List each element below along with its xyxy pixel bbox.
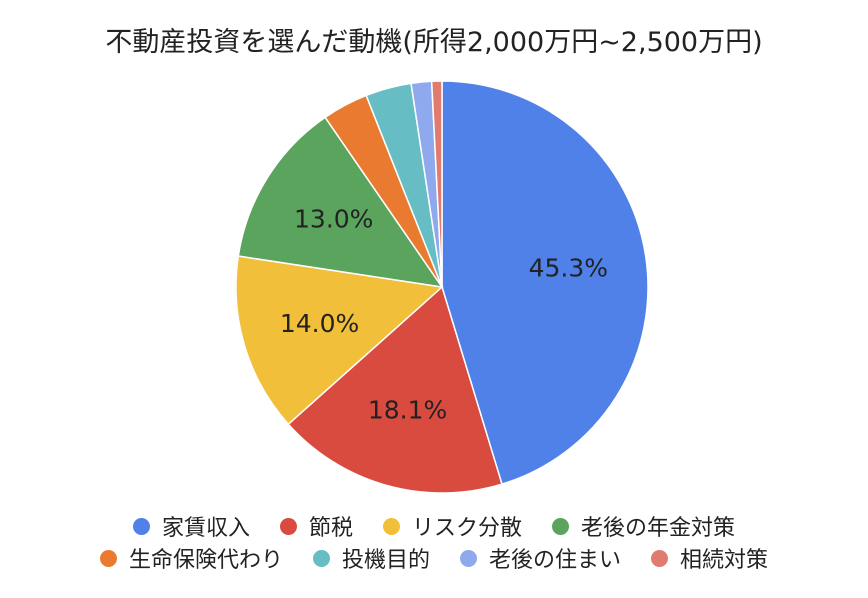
chart-title: 不動産投資を選んだ動機(所得2,000万円~2,500万円) (105, 27, 763, 58)
legend-item[interactable]: 老後の年金対策 (552, 510, 735, 542)
legend-item[interactable]: 節税 (279, 510, 353, 542)
slice-value-label: 45.3% (529, 254, 608, 283)
legend-item[interactable]: 家賃収入 (132, 510, 250, 542)
slice-value-label: 13.0% (294, 205, 373, 234)
legend-item[interactable]: 相続対策 (651, 542, 768, 574)
legend-row: 家賃収入 節税 リスク分散 老後の年金対策 (0, 510, 868, 542)
legend-item[interactable]: 投機目的 (312, 542, 430, 574)
legend-label: 節税 (308, 516, 353, 541)
legend-swatch-icon (651, 549, 669, 567)
legend-swatch-icon (552, 517, 570, 535)
slice-value-label: 14.0% (280, 309, 359, 338)
legend-label: 家賃収入 (161, 516, 250, 541)
pie-slice-7[interactable] (430, 80, 443, 288)
legend-swatch-icon (279, 517, 297, 535)
legend-label: 老後の住まい (489, 548, 622, 573)
legend-swatch-icon (383, 517, 400, 535)
pie-slice-1[interactable] (287, 285, 503, 494)
legend-swatch-icon (99, 549, 117, 567)
legend-swatch-icon (460, 549, 477, 567)
pie-slice-2[interactable] (235, 255, 444, 426)
legend-label: 生命保険代わり (128, 548, 283, 573)
legend-label: リスク分散 (412, 516, 523, 541)
pie-slice-3[interactable] (237, 116, 444, 289)
legend-label: 投機目的 (341, 548, 430, 573)
legend-item[interactable]: リスク分散 (383, 510, 522, 542)
legend-label: 相続対策 (680, 548, 769, 573)
legend-row: 生命保険代わり 投機目的 老後の住まい 相続対策 (0, 542, 868, 574)
pie-slice-0[interactable] (441, 80, 649, 486)
legend-item[interactable]: 生命保険代わり (99, 542, 283, 574)
legend-item[interactable]: 老後の住まい (460, 542, 621, 574)
slice-value-label: 18.1% (368, 395, 447, 424)
legend-swatch-icon (312, 549, 330, 567)
legend-label: 老後の年金対策 (581, 516, 736, 541)
legend-swatch-icon (132, 517, 150, 535)
